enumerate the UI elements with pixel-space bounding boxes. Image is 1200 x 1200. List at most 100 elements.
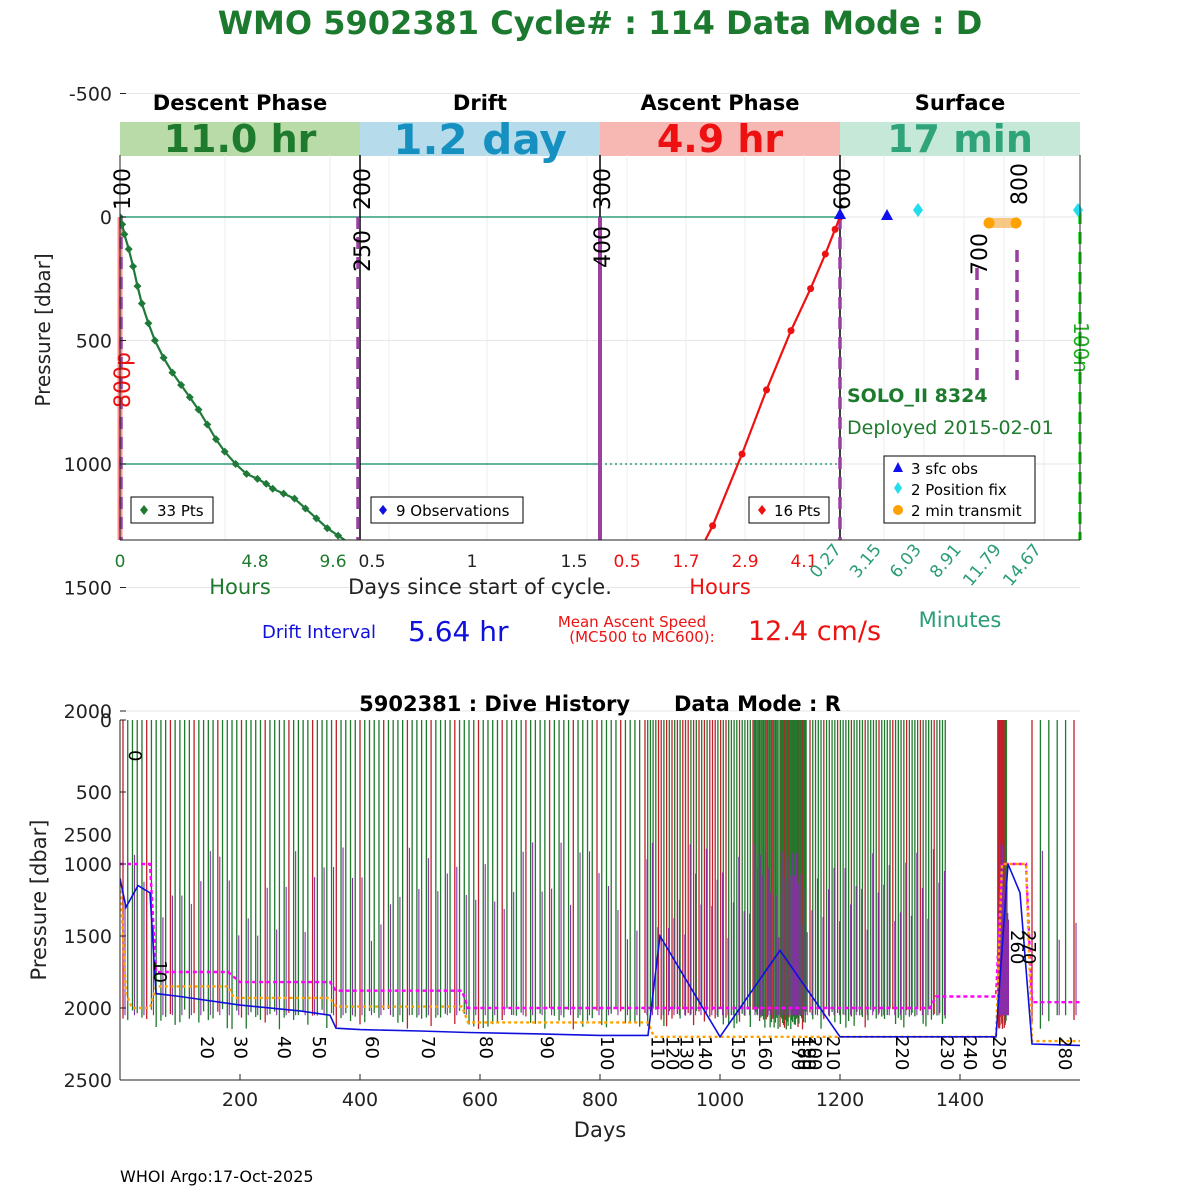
phase-band-ascent [600, 122, 840, 156]
x-label-drift: Days since start of cycle. [348, 575, 612, 599]
mc-label-250: 250 [351, 230, 376, 272]
x-tick-label: 1200 [816, 1089, 864, 1111]
ascent-point [821, 250, 829, 258]
x-tick-label-surface: 6.03 [886, 540, 926, 582]
x-tick-label-surface: 14.67 [999, 540, 1046, 590]
descent-point [268, 484, 277, 493]
mc-label-park: 800p [111, 352, 136, 408]
phase-duration-descent: 11.0 hr [164, 117, 317, 161]
drift-point [357, 544, 364, 551]
cycle-label: 90 [536, 1036, 557, 1059]
descent-point [323, 524, 332, 533]
phase-duration-drift: 1.2 day [393, 115, 567, 164]
ascent-point [738, 450, 746, 458]
descent-point [203, 420, 212, 429]
y-tick-label: 1500 [64, 926, 112, 948]
position-fix-point [913, 203, 923, 217]
x-tick-label: 600 [462, 1089, 498, 1111]
cycle-label: 180 [793, 1036, 814, 1070]
x-tick-label-surface: 0.27 [806, 540, 846, 582]
ascent-speed-label-1: Mean Ascent Speed [558, 613, 706, 631]
descent-point [290, 494, 299, 503]
legend-sfc-obs-label: 3 sfc obs [911, 460, 978, 478]
float-name: SOLO_II 8324 [847, 385, 988, 407]
cycle-label: 190 [798, 1036, 819, 1070]
x-label-descent: Hours [209, 575, 271, 599]
ascent-speed-value: 12.4 cm/s [748, 616, 881, 647]
mc-label-800: 800 [1008, 163, 1033, 205]
phase-band-surface [840, 122, 1080, 156]
cycle-label: 230 [936, 1036, 957, 1070]
phase-name-surface: Surface [915, 91, 1005, 115]
y-tick-label: 2500 [64, 825, 112, 847]
transmit-point [983, 217, 995, 229]
x-tick-label-surface: 3.15 [846, 540, 886, 582]
sfc-obs-point [881, 209, 893, 220]
park-depth-line [120, 862, 1080, 1010]
bottom-title: 5902381 : Dive History Data Mode : R [359, 692, 841, 716]
x-label-ascent: Hours [689, 575, 751, 599]
legend-position-fix-marker [894, 482, 902, 494]
y-tick-label: 1000 [64, 454, 112, 476]
y-tick-label: 0 [100, 207, 112, 229]
cycle-label: 0 [124, 750, 145, 761]
descent-point [120, 230, 129, 239]
x-tick-label-descent: 0 [115, 552, 126, 572]
x-tick-label-drift: 0.5 [358, 552, 385, 572]
descent-point [253, 474, 262, 483]
sfc-obs-point [834, 208, 846, 219]
legend-ascent-marker [758, 505, 766, 515]
legend-transmit-marker [893, 505, 903, 515]
top-series [120, 213, 844, 675]
cycle-label: 250 [988, 1036, 1009, 1070]
cycle-label: 210 [822, 1036, 843, 1070]
y-tick-label: 0 [100, 710, 112, 732]
drift-interval-label: Drift Interval [262, 622, 376, 643]
y-tick-label: 2500 [64, 1070, 112, 1092]
cycle-label: 170 [787, 1036, 808, 1070]
footer-credit: WHOI Argo:17-Oct-2025 [120, 1167, 314, 1186]
x-tick-label: 200 [222, 1089, 258, 1111]
phase-name-drift: Drift [453, 91, 507, 115]
top-y-axis-label: Pressure [dbar] [31, 253, 55, 406]
bottom-y-ticks: 0 500 1000 1500 2000 2500 [64, 710, 126, 1092]
cycle-label: 40 [273, 1036, 294, 1059]
phase-duration-surface: 17 min [887, 117, 1033, 161]
mc-label-300: 300 [591, 168, 616, 210]
legend-descent: 33 Pts [130, 496, 214, 524]
bottom-panel: 5902381 : Dive History Data Mode : R 0 50… [27, 692, 1080, 1142]
legend-ascent-label: 16 Pts [774, 502, 821, 520]
x-tick-label-drift: 1 [467, 552, 478, 572]
descent-point [312, 514, 321, 523]
ascent-point [709, 522, 717, 530]
descent-point [185, 393, 194, 402]
profile-depth-line [120, 862, 1080, 1043]
descent-point [133, 282, 142, 291]
ascent-point [763, 386, 771, 394]
x-tick-label: 400 [342, 1089, 378, 1111]
legend-drift: 9 Observations [370, 496, 524, 524]
mc-label-400: 400 [591, 226, 616, 268]
ascent-point [831, 225, 839, 233]
transmit-bar [988, 218, 1017, 228]
deployed-date: Deployed 2015-02-01 [847, 417, 1054, 439]
legend-surface: 3 sfc obs 2 Position fix 2 min transmit [883, 455, 1036, 524]
cycle-label: 280 [1054, 1036, 1075, 1070]
cycle-label: 130 [675, 1036, 696, 1070]
cycle-label: 140 [694, 1036, 715, 1070]
drift-point [472, 668, 479, 675]
y-tick-label: 2000 [64, 998, 112, 1020]
mc-label-100: 100 [111, 168, 136, 210]
legend-descent-label: 33 Pts [157, 502, 204, 520]
x-tick-label-drift: 1.5 [560, 552, 587, 572]
legend-position-fix-label: 2 Position fix [911, 481, 1007, 499]
cycle-label: 200 [804, 1036, 825, 1070]
legend-ascent: 16 Pts [748, 496, 830, 524]
x-tick-label-descent: 4.8 [241, 552, 268, 572]
descent-point [129, 262, 138, 271]
y-tick-label: 500 [76, 331, 112, 353]
ascent-point [787, 327, 795, 335]
cycle-label: 70 [417, 1036, 438, 1059]
bottom-x-axis-label: Days [574, 1118, 626, 1142]
